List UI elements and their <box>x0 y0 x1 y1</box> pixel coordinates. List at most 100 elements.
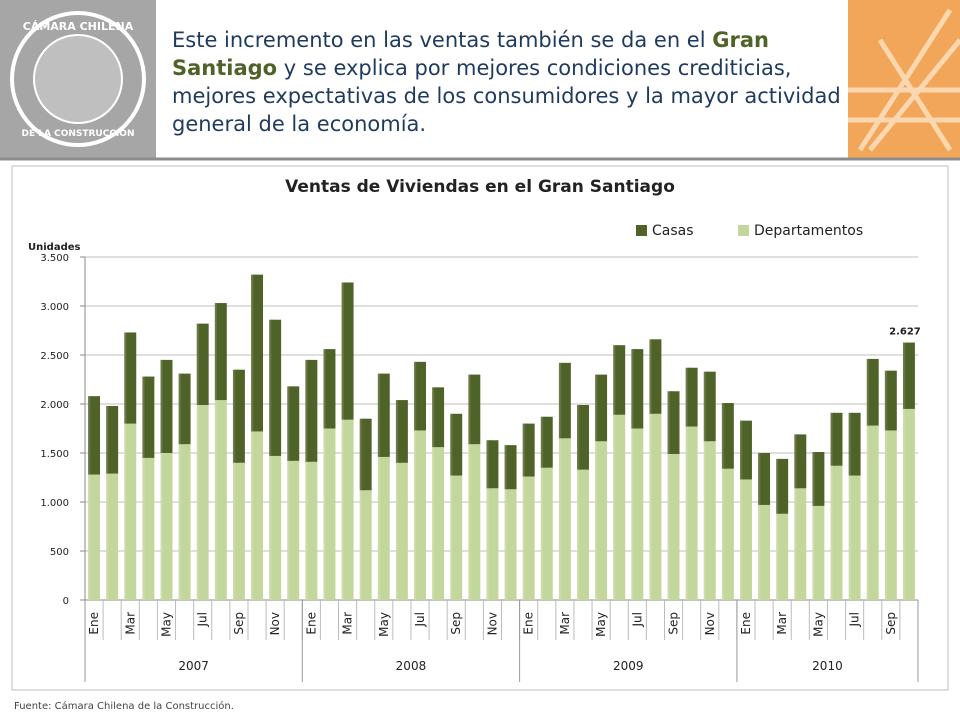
text: y se explica por mejores condiciones cre… <box>172 56 841 136</box>
bar-shade <box>377 373 384 457</box>
bar-segment <box>866 425 879 600</box>
x-tick-label: Jul <box>630 612 644 627</box>
bar-shade <box>106 405 112 474</box>
bar-shade <box>504 489 511 600</box>
bar-shade <box>540 467 547 600</box>
bar-shade <box>486 488 492 600</box>
group-label: 2007 <box>178 659 209 673</box>
bar-segment <box>178 444 191 600</box>
bar-segment <box>794 488 807 600</box>
bar-shade <box>830 412 836 466</box>
bar-shade <box>232 369 239 463</box>
bar-shade <box>196 323 203 405</box>
bar-shade <box>848 412 855 476</box>
decor-lines <box>848 8 960 152</box>
bar-shade <box>902 342 909 409</box>
x-tick-label: Nov <box>268 612 282 635</box>
bar-shade <box>142 376 148 458</box>
bar-shade <box>468 374 474 445</box>
bar-segment <box>251 274 264 432</box>
bar-shade <box>414 361 420 431</box>
x-tick-label: Mar <box>558 612 572 635</box>
x-tick-label: Nov <box>485 612 499 635</box>
logo-ring <box>10 11 146 147</box>
bar-shade <box>558 438 565 600</box>
bar-segment <box>395 462 408 600</box>
bar-shade <box>703 441 710 600</box>
bar-shade <box>739 420 746 480</box>
x-tick-label: May <box>159 612 173 637</box>
bar-segment <box>685 426 698 600</box>
bar-segment <box>812 452 825 506</box>
bar-segment <box>88 474 101 600</box>
bar-shade <box>866 358 873 426</box>
bar-shade <box>595 441 601 600</box>
bar-segment <box>776 513 789 600</box>
bar-shade <box>884 430 891 600</box>
bar-shade <box>613 414 619 600</box>
bar-shade <box>667 391 673 454</box>
x-tick-label: Jul <box>848 612 862 627</box>
x-tick-label: Sep <box>232 612 246 635</box>
bar-shade <box>486 440 492 489</box>
source: Fuente: Cámara Chilena de la Construcció… <box>14 700 234 712</box>
bar-segment <box>450 413 463 476</box>
y-tick-label: 3.500 <box>40 253 69 264</box>
bar-shade <box>287 386 293 461</box>
bar-segment <box>432 387 445 448</box>
bar-segment <box>341 419 354 600</box>
legend-swatch <box>636 225 647 236</box>
logo-text: DE LA CONSTRUCCIÓN <box>22 127 135 139</box>
bar-shade <box>595 374 601 442</box>
bar-segment <box>902 408 915 600</box>
x-tick-label: Jul <box>196 612 210 627</box>
bar-shade <box>721 403 728 469</box>
text: Este incremento en las ventas también se… <box>172 28 713 52</box>
bar-segment <box>124 423 137 600</box>
bar-shade <box>88 396 94 475</box>
bar-segment <box>577 404 589 470</box>
logo-inner <box>33 34 123 124</box>
bar-segment <box>323 349 336 429</box>
bar-shade <box>269 455 275 600</box>
bar-segment <box>214 400 227 600</box>
y-tick-label: 1.500 <box>40 449 69 460</box>
bar-segment <box>522 423 535 477</box>
bar-shade <box>631 349 637 429</box>
bar-segment <box>540 467 553 600</box>
bar-segment <box>269 319 282 456</box>
bar-shade <box>577 469 583 600</box>
bar-shade <box>160 359 166 453</box>
bar-shade <box>305 461 311 600</box>
bar-shade <box>251 431 257 600</box>
bar-segment <box>251 431 264 600</box>
bar-shade <box>558 362 565 439</box>
bar-segment <box>196 404 209 600</box>
bar-segment <box>142 457 155 600</box>
x-tick-label: Sep <box>449 612 463 635</box>
bar-segment <box>305 359 318 462</box>
bar-segment <box>232 369 245 463</box>
bar-segment <box>341 282 354 420</box>
y-tick-label: 500 <box>50 547 69 558</box>
bar-shade <box>124 332 130 424</box>
bar-segment <box>884 370 897 431</box>
bar-shade <box>739 479 746 600</box>
bar-shade <box>540 416 547 468</box>
bar-segment <box>721 403 734 469</box>
y-axis-label: Unidades <box>28 242 81 253</box>
bar-segment <box>232 462 245 600</box>
bar-segment <box>323 428 336 600</box>
bar-segment <box>540 416 553 468</box>
bar-shade <box>522 476 529 600</box>
x-tick-label: Sep <box>884 612 898 635</box>
bar-segment <box>703 441 716 600</box>
bar-segment <box>703 371 716 442</box>
bar-segment <box>214 303 227 401</box>
bar-shade <box>414 430 420 600</box>
bar-segment <box>739 420 752 480</box>
bar-segment <box>468 444 481 600</box>
bar-shade <box>758 453 764 505</box>
bar-segment <box>196 323 209 405</box>
bar-shade <box>468 444 474 600</box>
